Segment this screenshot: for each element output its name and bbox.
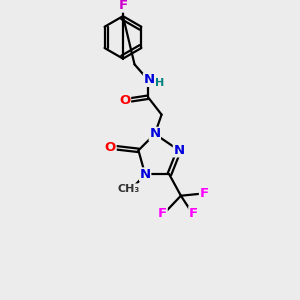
Text: F: F <box>118 0 127 12</box>
Text: N: N <box>140 168 151 181</box>
Text: F: F <box>189 207 198 220</box>
Text: H: H <box>155 78 164 88</box>
Text: F: F <box>158 207 167 220</box>
Text: F: F <box>200 187 208 200</box>
Text: N: N <box>143 74 155 86</box>
Text: N: N <box>173 144 184 157</box>
Text: CH₃: CH₃ <box>118 184 140 194</box>
Text: N: N <box>149 128 161 140</box>
Text: O: O <box>105 141 116 154</box>
Text: O: O <box>119 94 130 106</box>
